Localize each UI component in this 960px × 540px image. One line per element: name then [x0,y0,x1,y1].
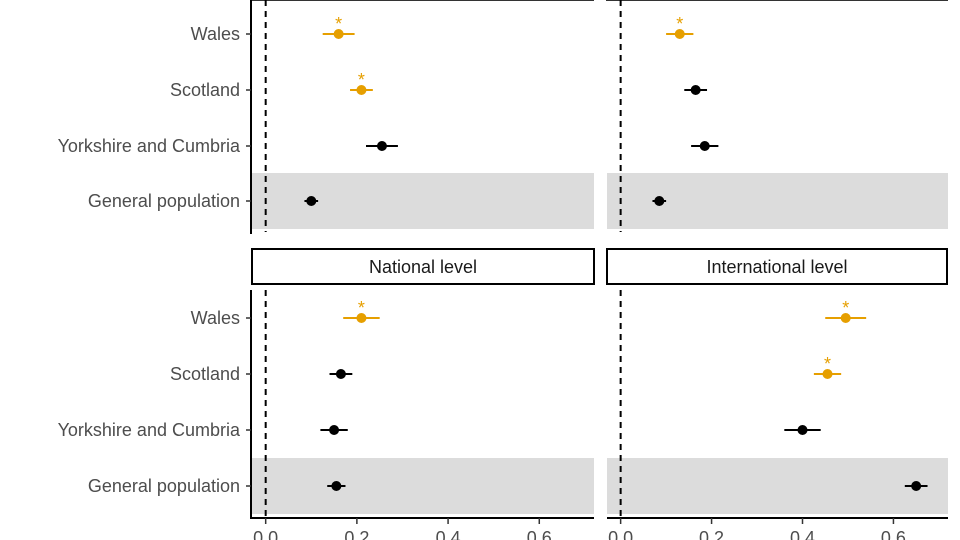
data-point [911,481,922,491]
strip-label-national: National level [369,257,477,277]
data-point [356,85,367,95]
x-tick-label: 0.4 [436,528,461,540]
category-label: Scotland [170,364,240,384]
strip-international: International level [606,248,948,285]
data-point [335,369,346,379]
highlight-band [607,458,948,514]
significance-marker: * [676,14,683,34]
x-tick-label: 0.6 [527,528,552,540]
x-tick-label: 0.2 [699,528,724,540]
data-point [674,29,685,39]
panel-0: ** [252,0,594,232]
highlight-band [252,458,594,514]
category-label: Yorkshire and Cumbria [58,136,241,156]
data-point [699,141,710,151]
category-labels: General population Yorkshire and Cumbria S… [58,24,251,496]
highlight-band [252,173,594,229]
x-tick-label: 0.6 [881,528,906,540]
data-point [840,313,851,323]
data-point [356,313,367,323]
x-tick-label: 0.0 [608,528,633,540]
category-label: Wales [191,24,240,44]
data-point [306,196,317,206]
panel-2: * [252,290,594,517]
significance-marker: * [358,70,365,90]
x-tick-label: 0.4 [790,528,815,540]
strip-national: National level [251,248,595,285]
category-label: General population [88,191,240,211]
data-point [376,141,387,151]
data-point [329,425,340,435]
strip-label-international: International level [706,257,847,277]
data-point [822,369,833,379]
x-tick-label: 0.0 [253,528,278,540]
significance-marker: * [335,14,342,34]
category-label: Yorkshire and Cumbria [58,420,241,440]
data-point [797,425,808,435]
x-tick-label: 0.2 [344,528,369,540]
panel-1: * [607,0,948,232]
significance-marker: * [824,354,831,374]
panel-3: ** [607,290,948,517]
significance-marker: * [842,298,849,318]
data-point [654,196,665,206]
category-label: Wales [191,308,240,328]
panels: **** ** [252,0,948,517]
data-point [331,481,342,491]
data-point [690,85,701,95]
x-axis-ticks: 0.0 0.2 0.4 0.6 0.0 0.2 0.4 0.6 [253,518,906,540]
category-label: General population [88,476,240,496]
category-label: Scotland [170,80,240,100]
significance-marker: * [358,298,365,318]
data-point [333,29,344,39]
